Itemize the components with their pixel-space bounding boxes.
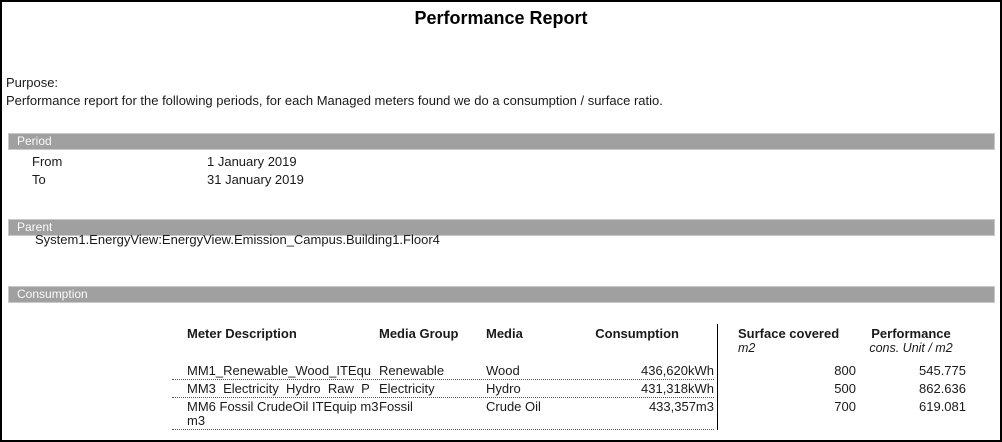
surface-covered-unit: m2 <box>738 341 756 355</box>
section-header-consumption: Consumption <box>8 286 995 303</box>
cell-performance: 862.636 <box>919 381 966 396</box>
surface-covered-title: Surface covered <box>738 326 840 341</box>
table-vertical-divider <box>717 324 718 430</box>
table-header-left: Meter Description Media Group Media Cons… <box>172 324 714 356</box>
table-row: MM3 Electricity Hydro Raw P Electricity … <box>172 380 972 398</box>
cell-surface-covered: 500 <box>834 381 856 396</box>
table-row-right: 800 545.775 <box>718 362 966 380</box>
cell-performance: 619.081 <box>919 399 966 414</box>
cell-media-group: Fossil <box>379 399 413 414</box>
col-header-media-group: Media Group <box>379 326 459 341</box>
cell-surface-covered: 700 <box>834 399 856 414</box>
cell-surface-covered: 800 <box>834 363 856 378</box>
to-value: 31 January 2019 <box>207 172 304 187</box>
table-row: MM6 Fossil CrudeOil ITEquip m3 m3 Fossil… <box>172 398 972 430</box>
cell-media-group: Renewable <box>379 363 445 378</box>
to-label: To <box>32 172 46 187</box>
cell-media: Crude Oil <box>486 399 541 414</box>
period-from-row: From 1 January 2019 <box>32 154 297 169</box>
performance-title: Performance <box>871 326 951 341</box>
performance-unit: cons. Unit / m2 <box>869 341 953 355</box>
section-header-period: Period <box>8 133 995 150</box>
cell-consumption: 431,318kWh <box>641 381 714 396</box>
cell-media-group: Electricity <box>379 381 435 396</box>
page-title: Performance Report <box>414 8 588 28</box>
cell-meter-description: MM6 Fossil CrudeOil ITEquip m3 m3 <box>187 400 379 428</box>
from-label: From <box>32 154 63 169</box>
purpose-label: Purpose: <box>6 75 59 90</box>
cell-consumption: 436,620kWh <box>641 363 714 378</box>
section-header-parent: Parent <box>8 219 995 236</box>
table-row-right: 500 862.636 <box>718 380 966 398</box>
col-header-surface-covered: Surface covered m2 <box>718 326 856 355</box>
col-header-performance: Performance cons. Unit / m2 <box>856 326 966 355</box>
col-header-meter-description: Meter Description <box>187 326 297 341</box>
col-header-consumption: Consumption <box>595 326 679 341</box>
table-row-left: MM3 Electricity Hydro Raw P Electricity … <box>172 380 714 398</box>
col-header-media: Media <box>486 326 523 341</box>
table-header-right: Surface covered m2 Performance cons. Uni… <box>718 324 966 356</box>
cell-meter-description: MM1_Renewable_Wood_ITEqu <box>187 364 372 378</box>
parent-path: System1.EnergyView:EnergyView.Emission_C… <box>35 232 440 247</box>
table-row: MM1_Renewable_Wood_ITEqu Renewable Wood … <box>172 362 972 380</box>
cell-performance: 545.775 <box>919 363 966 378</box>
period-to-row: To 31 January 2019 <box>32 172 304 187</box>
table-row-left: MM6 Fossil CrudeOil ITEquip m3 m3 Fossil… <box>172 398 714 430</box>
table-header-row: Meter Description Media Group Media Cons… <box>172 324 972 356</box>
cell-meter-description: MM3 Electricity Hydro Raw P <box>187 382 370 396</box>
from-value: 1 January 2019 <box>207 154 297 169</box>
table-row-left: MM1_Renewable_Wood_ITEqu Renewable Wood … <box>172 362 714 380</box>
cell-media: Wood <box>486 363 520 378</box>
table-body: MM1_Renewable_Wood_ITEqu Renewable Wood … <box>172 362 972 430</box>
consumption-table: Meter Description Media Group Media Cons… <box>172 324 972 430</box>
cell-media: Hydro <box>486 381 521 396</box>
table-row-right: 700 619.081 <box>718 398 966 430</box>
cell-consumption: 433,357m3 <box>648 399 714 414</box>
purpose-text: Performance report for the following per… <box>6 93 663 108</box>
